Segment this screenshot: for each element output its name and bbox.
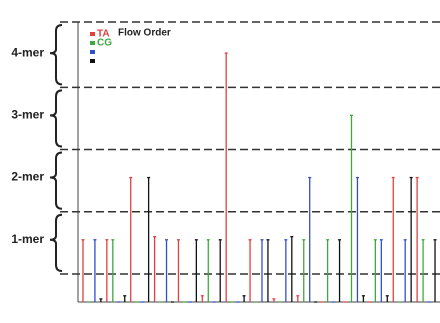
y-tick-label: 3-mer: [11, 108, 44, 122]
legend-swatch: [90, 41, 95, 45]
legend-swatch: [90, 59, 95, 63]
brace: [49, 213, 63, 272]
legend-title: Flow Order: [118, 28, 171, 39]
y-tick-label: 1-mer: [11, 232, 44, 246]
y-tick-label: 2-mer: [11, 170, 44, 184]
legend-label: CG: [97, 38, 112, 49]
legend-label: TA: [97, 29, 110, 40]
brace: [49, 89, 63, 148]
brace: [49, 151, 63, 210]
legend-swatch: [90, 50, 95, 54]
brace: [49, 24, 63, 86]
legend-swatch: [90, 32, 95, 36]
y-tick-label: 4-mer: [11, 45, 44, 59]
